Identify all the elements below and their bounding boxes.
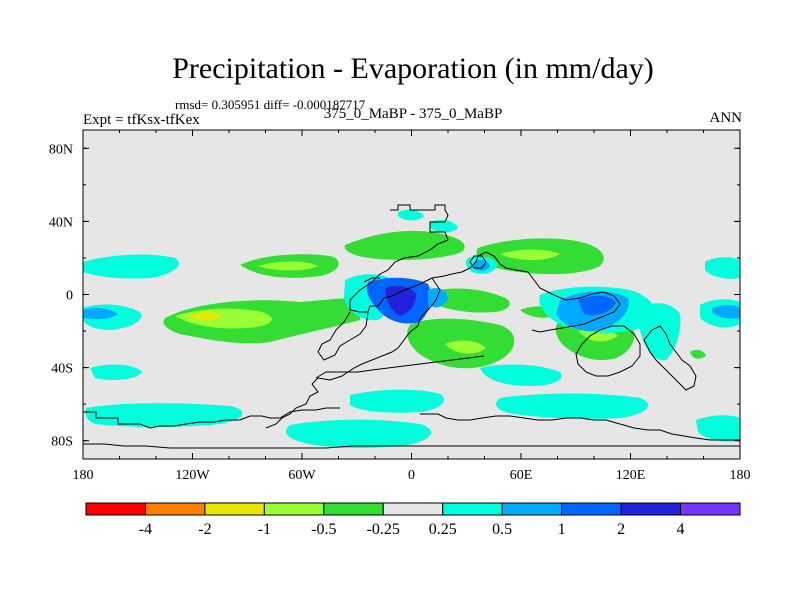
field-cyan-southern-ocean-6 [90, 364, 142, 380]
colorbar-swatch [442, 502, 503, 516]
colorbar-label: -2 [198, 521, 211, 538]
colorbar-label: -4 [139, 521, 152, 538]
colorbar-label: -0.5 [311, 521, 336, 538]
colorbar-swatch [323, 502, 384, 516]
coast-south-atlantic [315, 355, 485, 379]
experiment-label: Expt = tfKsx-tfKex [83, 112, 200, 128]
coast-southeast-asia [531, 291, 621, 333]
coast-africa-east [265, 277, 441, 429]
y-axis: 80N 40N 0 40S 80S [49, 142, 740, 450]
field-cyan-north-patch-2 [430, 220, 458, 233]
colorbar-swatch [382, 502, 444, 516]
field-cyan-pacific-warm [640, 303, 681, 361]
field-cyan-southern-ocean-1 [85, 403, 243, 427]
x-tick-label: 120E [616, 468, 646, 483]
field-cyan-southern-ocean-3 [350, 389, 444, 413]
stats-line: rmsd= 0.305951 diff= -0.000187717 [175, 97, 366, 112]
field-blue-east-pacific-core [83, 307, 118, 320]
colorbar-label: 2 [617, 521, 625, 538]
colorbar-label: -0.25 [367, 521, 400, 538]
colorbar-swatch [501, 502, 563, 516]
y-tick-label: 80N [49, 142, 73, 157]
field-cyan-east-pacific-north [83, 254, 179, 279]
field-darkblue-african-max [385, 286, 416, 316]
coast-arabia-india [461, 251, 557, 297]
colorbar-swatch [144, 502, 206, 516]
coast-sea-islands [469, 255, 487, 269]
field-blue-african-ring [428, 288, 448, 308]
field-green-central-band [430, 288, 510, 313]
x-tick-label: 60W [288, 468, 316, 483]
y-tick-label: 80S [51, 435, 73, 450]
season-label: ANN [709, 110, 743, 126]
field-darkblue-maritime-max [578, 295, 616, 316]
colorbar-swatch [680, 502, 741, 516]
field-green-saharan-band [344, 230, 465, 260]
x-tick-label: 60E [510, 468, 533, 483]
y-tick-label: 40N [49, 215, 73, 230]
coast-australia [575, 325, 641, 377]
colorbar: -4 -2 -1 -0.5 -0.25 0.25 0.5 1 2 4 [85, 502, 741, 538]
coast-north-africa-europe [349, 204, 463, 313]
field-cyan-southern-ocean-4 [495, 393, 649, 419]
field-cyan-southern-ocean-2 [285, 419, 431, 448]
field-green-small-patch [690, 349, 706, 359]
colorbar-swatch [561, 502, 622, 516]
field-yellow-pacific-core [188, 312, 222, 321]
coast-antarctica-base [83, 443, 740, 449]
x-tick-label: 180 [73, 468, 94, 483]
field-layer [83, 209, 740, 448]
colorbar-swatch [85, 502, 146, 516]
x-tick-label: 120W [175, 468, 210, 483]
colorbar-label: 1 [558, 521, 566, 538]
x-tick-label: 0 [408, 468, 415, 483]
colorbar-label: 4 [677, 521, 685, 538]
coast-antarctica-east [420, 413, 740, 441]
field-lightgreen-southern-africa [445, 340, 486, 354]
x-axis: 180 120W 60W 0 60E 120E 180 [73, 130, 751, 483]
colorbar-label: -1 [258, 521, 271, 538]
colorbar-swatch [620, 502, 682, 516]
field-cyan-north-patch [398, 209, 424, 221]
field-lightgreen-atlantic-core [258, 261, 318, 271]
colorbar-label: 0.5 [492, 521, 512, 538]
coast-west-africa [317, 311, 369, 361]
field-cyan-southern-ocean-7 [696, 415, 740, 442]
colorbar-swatch [204, 502, 265, 516]
field-cyan-southern-ocean-5 [480, 364, 562, 386]
run-label: 375_0_MaBP - 375_0_MaBP [323, 106, 503, 122]
field-blue-east-edge [712, 305, 740, 319]
colorbar-label: 0.25 [429, 521, 457, 538]
colorbar-swatch [263, 502, 325, 516]
coast-south-pacific [643, 325, 697, 391]
y-tick-label: 0 [66, 289, 73, 304]
map-title: Precipitation - Evaporation (in mm/day) [172, 52, 654, 85]
field-cyan-west-edge [705, 257, 740, 279]
x-tick-label: 180 [730, 468, 751, 483]
coast-north-america-edge [363, 277, 380, 283]
field-lightgreen-asian-core [500, 249, 560, 260]
coastline-layer [83, 204, 740, 449]
y-tick-label: 40S [51, 362, 73, 377]
coast-antarctica-west [83, 407, 340, 429]
